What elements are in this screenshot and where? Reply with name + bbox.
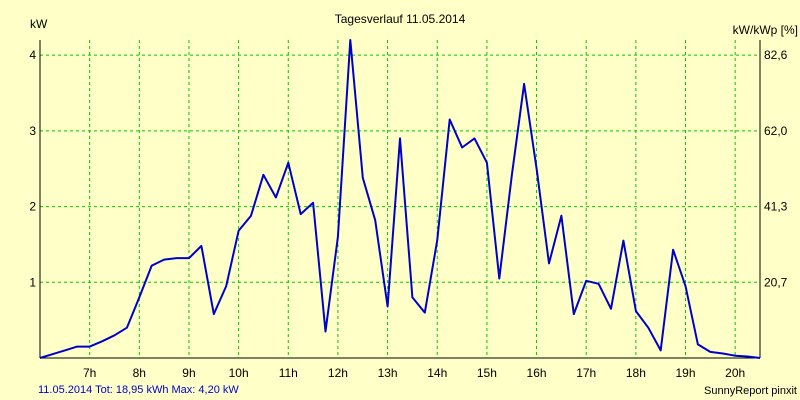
x-tick-label: 19h (676, 366, 696, 380)
x-tick-label: 7h (83, 366, 96, 380)
y-tick-label-left: 1 (29, 275, 36, 289)
y-tick-label-left: 2 (29, 200, 36, 214)
series-line (39, 39, 761, 359)
x-tick-label: 9h (182, 366, 195, 380)
footer-credit: SunnyReport pinxit (704, 385, 797, 397)
y-tick-label-right: 41,3 (764, 200, 788, 214)
y-axis-right-unit: kW/kWp [%] (733, 23, 798, 37)
y-axis-left-unit: kW (30, 17, 48, 31)
chart-title: Tagesverlauf 11.05.2014 (335, 12, 466, 26)
plot-frame (39, 40, 761, 359)
tick-labels: 7h 8h 9h 10h 11h 12h 13h 14h 15h 16h 17h 18h 19h 20h 1… (29, 48, 787, 380)
footer-summary: 11.05.2014 Tot: 18,95 kWh Max: 4,20 kW (38, 384, 239, 396)
x-tick-label: 17h (576, 366, 596, 380)
y-tick-label-right: 62,0 (764, 124, 788, 138)
y-tick-label-right: 20,7 (764, 275, 788, 289)
x-tick-label: 18h (626, 366, 646, 380)
x-tick-label: 14h (427, 366, 447, 380)
x-tick-label: 11h (279, 366, 298, 380)
y-tick-label-left: 3 (29, 124, 36, 138)
x-tick-label: 16h (527, 366, 547, 380)
x-tick-label: 20h (725, 366, 745, 380)
x-tick-label: 15h (477, 366, 497, 380)
x-tick-label: 13h (378, 366, 398, 380)
y-tick-label-left: 4 (29, 48, 36, 62)
x-tick-label: 10h (229, 366, 249, 380)
x-tick-label: 12h (328, 366, 348, 380)
x-tick-label: 8h (133, 366, 146, 380)
y-tick-label-right: 82,6 (764, 48, 788, 62)
